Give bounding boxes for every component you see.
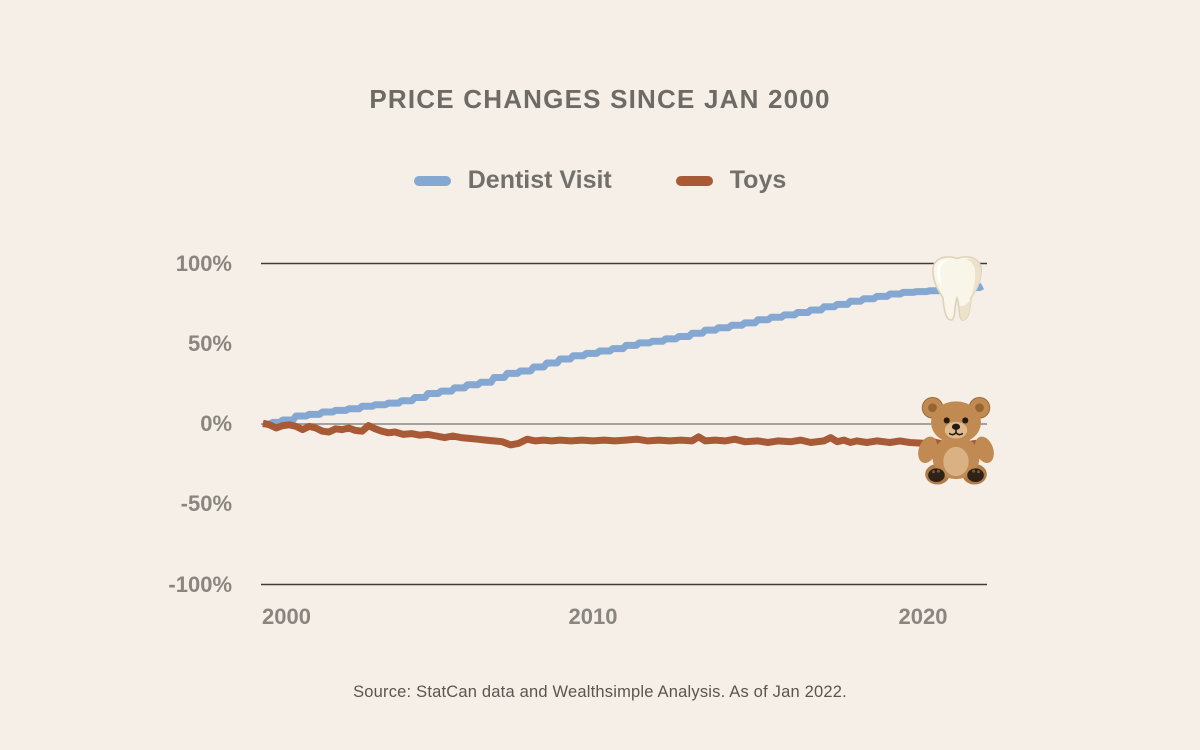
y-tick-100: 100%	[175, 251, 232, 276]
legend-item-toys: Toys	[675, 166, 787, 195]
source-note: Source: StatCan data and Wealthsimple An…	[353, 683, 847, 701]
y-tick-50: 50%	[187, 331, 232, 356]
legend-item-dentist-visit: Dentist Visit	[413, 166, 612, 195]
y-tick-0: 0%	[200, 411, 232, 436]
tooth-icon	[925, 251, 989, 328]
legend-label-toys: Toys	[729, 166, 787, 194]
teddy-bear-icon	[912, 394, 1000, 491]
toys-swatch	[675, 175, 713, 186]
y-tick-neg100: -100%	[168, 572, 232, 597]
x-tick-2010: 2010	[568, 604, 618, 629]
legend-label-dentist-visit: Dentist Visit	[467, 166, 612, 194]
series-line-dentist-visit	[263, 282, 985, 428]
x-tick-2020: 2020	[898, 604, 948, 629]
legend: Dentist Visit Toys	[0, 166, 1200, 195]
x-tick-2000: 2000	[262, 604, 311, 629]
series-line-toys	[262, 419, 990, 449]
dentist-visit-swatch	[413, 175, 451, 186]
chart-title: PRICE CHANGES SINCE JAN 2000	[369, 84, 831, 114]
y-tick-neg50: -50%	[180, 491, 232, 516]
